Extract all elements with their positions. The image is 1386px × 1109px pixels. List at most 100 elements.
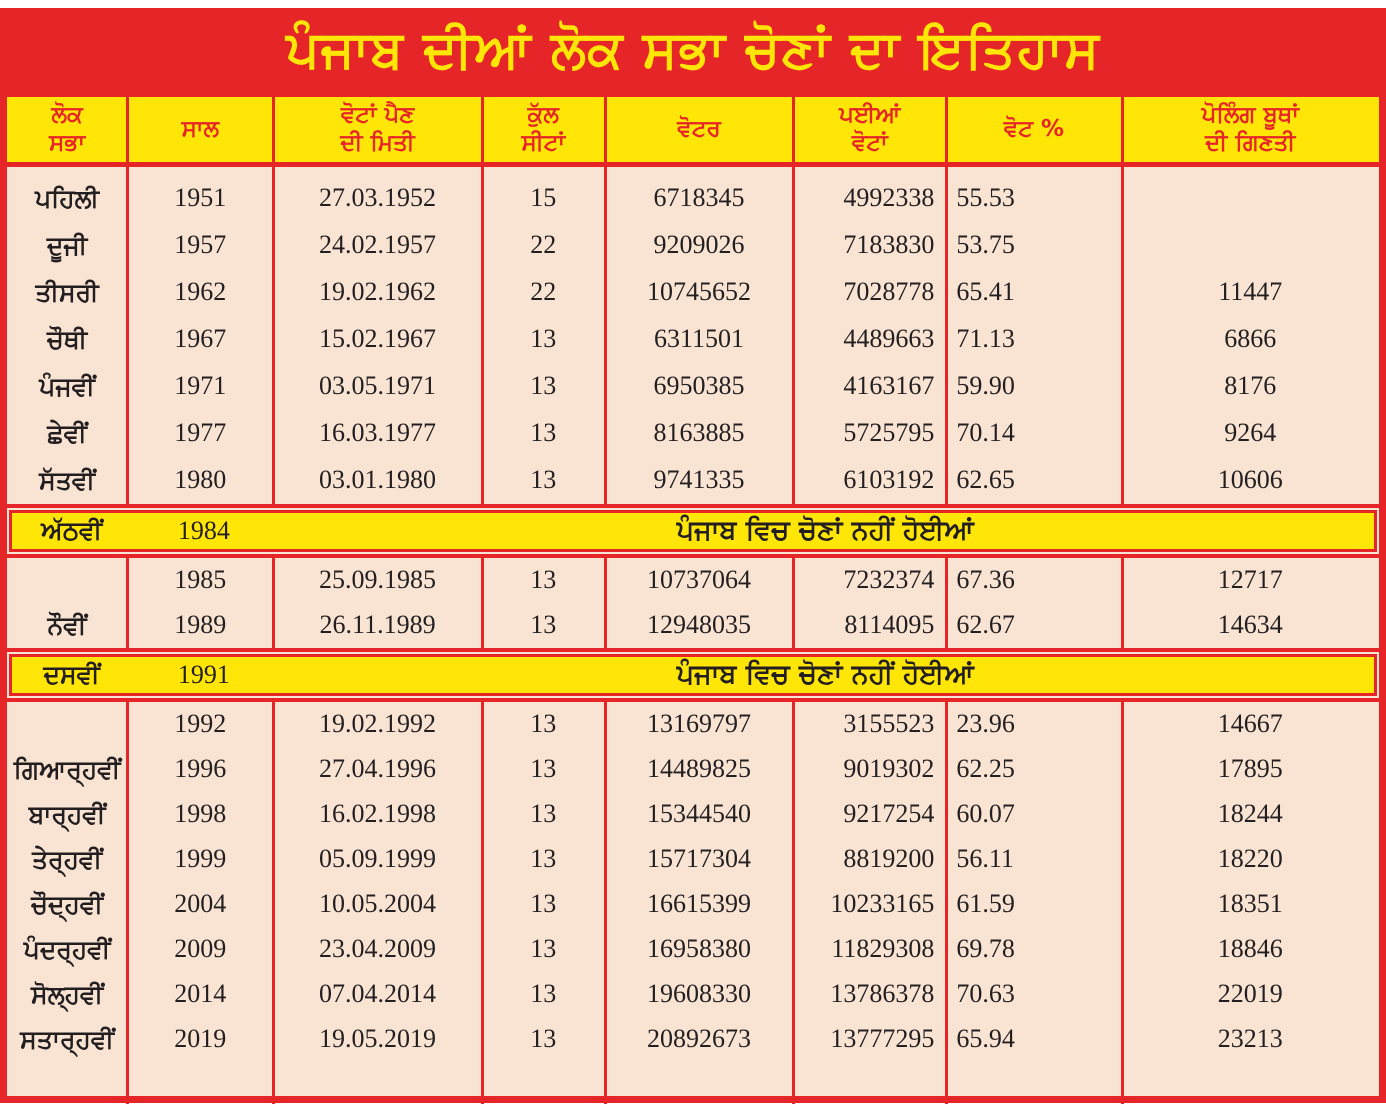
cell-vote-pct: 65.94 [956, 1024, 1015, 1054]
no-election-banner-strip: ਅੱਠਵੀਂ 1984 ਪੰਜਾਬ ਵਿਚ ਚੋਣਾਂ ਨਹੀਂ ਹੋਈਆਂ [9, 510, 1377, 552]
column-divider [792, 167, 796, 504]
cell-vote-pct: 65.41 [956, 277, 1015, 307]
cell-lok-sabha: ਚੌਦ੍ਹਵੀਂ [31, 889, 104, 919]
cell-lok-sabha: ਸੱਤਵੀਂ [39, 465, 95, 495]
cell-date: 19.02.1962 [319, 277, 437, 307]
cell-lok-sabha: ਪੰਦਰ੍ਹਵੀਂ [23, 934, 111, 964]
cell-booths: 23213 [1217, 1024, 1283, 1054]
table-row: 1985 25.09.1985 13 10737064 7232374 67.36 1271… [7, 558, 1379, 603]
cell-date: 16.03.1977 [319, 418, 437, 448]
column-divider [272, 97, 276, 162]
cell-votes-polled: 8114095 [844, 610, 935, 640]
cell-vote-pct: 62.65 [956, 465, 1015, 495]
cell-year: 1977 [174, 418, 227, 448]
cell-lok-sabha: ਤੀਸਰੀ [35, 277, 99, 307]
cell-votes-polled: 4992338 [843, 183, 935, 213]
cell-votes-polled: 9217254 [843, 799, 935, 829]
cell-year: 1992 [174, 709, 227, 739]
cell-year: 2009 [174, 934, 227, 964]
cell-voters: 16615399 [647, 889, 751, 919]
table-row: ਪੰਦਰ੍ਹਵੀਂ 2009 23.04.2009 13 16958380 1182930… [7, 927, 1379, 972]
column-divider [480, 558, 484, 648]
cell-lok-sabha: ਪੰਜਵੀਂ [39, 371, 95, 401]
cell-votes-polled: 11829308 [831, 934, 935, 964]
cell-lok-sabha: ਨੌਵੀਂ [47, 610, 87, 640]
column-divider [945, 167, 949, 504]
cell-seats: 13 [530, 889, 557, 919]
column-divider [603, 702, 607, 1104]
cell-booths: 10606 [1217, 465, 1283, 495]
cell-votes-polled: 13786378 [830, 979, 935, 1009]
table-row: ਦੂਜੀ 1957 24.02.1957 22 9209026 7183830 53.75 [7, 222, 1379, 269]
cell-voters: 19608330 [647, 979, 751, 1009]
cell-vote-pct: 55.53 [956, 183, 1015, 213]
column-divider [272, 702, 276, 1104]
cell-seats: 13 [530, 465, 557, 495]
cell-date: 25.09.1985 [319, 565, 437, 595]
banner-lok-sabha: ਅੱਠਵੀਂ [41, 516, 103, 545]
cell-booths: 17895 [1217, 754, 1283, 784]
column-divider [945, 97, 949, 162]
cell-booths: 6866 [1224, 324, 1277, 354]
cell-voters: 6950385 [653, 371, 745, 401]
banner-message: ਪੰਜਾਬ ਵਿਚ ਚੋਣਾਂ ਨਹੀਂ ਹੋਈਆਂ [676, 659, 974, 690]
cell-votes-polled: 5725795 [843, 418, 935, 448]
cell-year: 1971 [174, 371, 227, 401]
column-divider [945, 702, 949, 1104]
cell-seats: 13 [530, 799, 557, 829]
cell-vote-pct: 61.59 [956, 889, 1015, 919]
column-divider [1120, 97, 1124, 162]
table-row: ਤੇਰ੍ਹਵੀਂ 1999 05.09.1999 13 15717304 8819200 5… [7, 837, 1379, 882]
column-divider [1120, 702, 1124, 1104]
cell-date: 10.05.2004 [319, 889, 437, 919]
table-row: ਚੌਥੀ 1967 15.02.1967 13 6311501 4489663 71.13 6… [7, 316, 1379, 363]
cell-voters: 13169797 [647, 709, 751, 739]
cell-votes-polled: 3155523 [843, 709, 935, 739]
cell-date: 26.11.1989 [319, 610, 436, 640]
cell-year: 1989 [174, 610, 227, 640]
cell-seats: 22 [530, 277, 557, 307]
cell-voters: 10737064 [647, 565, 751, 595]
column-header-lok-sabha: ਲੋਕ ਸਭਾ [49, 101, 86, 156]
cell-date: 24.02.1957 [319, 230, 437, 260]
cell-voters: 15344540 [647, 799, 751, 829]
cell-seats: 13 [530, 754, 557, 784]
cell-date: 19.05.2019 [319, 1024, 437, 1054]
cell-year: 1951 [174, 183, 227, 213]
column-divider [126, 167, 130, 504]
cell-date: 05.09.1999 [319, 844, 437, 874]
cell-voters: 9209026 [653, 230, 745, 260]
column-header-booths: ਪੋਲਿੰਗ ਬੂਥਾਂ ਦੀ ਗਿਣਤੀ [1201, 101, 1299, 156]
table-row: ਤੀਸਰੀ 1962 19.02.1962 22 10745652 7028778 65.4… [7, 269, 1379, 316]
cell-voters: 6311501 [653, 324, 745, 354]
table-row: ਸੱਤਵੀਂ 1980 03.01.1980 13 9741335 6103192 62.6… [7, 457, 1379, 504]
cell-year: 2014 [174, 979, 227, 1009]
column-divider [126, 97, 130, 162]
cell-voters: 20892673 [647, 1024, 751, 1054]
cell-year: 1996 [174, 754, 227, 784]
no-election-banner: ਅੱਠਵੀਂ 1984 ਪੰਜਾਬ ਵਿਚ ਚੋਣਾਂ ਨਹੀਂ ਹੋਈਆਂ [7, 504, 1379, 558]
table-row: ਨੌਵੀਂ 1989 26.11.1989 13 12948035 8114095 62.6… [7, 603, 1379, 648]
cell-vote-pct: 59.90 [956, 371, 1015, 401]
cell-booths: 18244 [1217, 799, 1283, 829]
cell-seats: 15 [530, 183, 557, 213]
cell-votes-polled: 13777295 [830, 1024, 935, 1054]
cell-seats: 22 [530, 230, 557, 260]
table-row: ਪਹਿਲੀ 1951 27.03.1952 15 6718345 4992338 55.53 [7, 175, 1379, 222]
cell-voters: 6718345 [653, 183, 745, 213]
page-title: ਪੰਜਾਬ ਦੀਆਂ ਲੋਕ ਸਭਾ ਚੋਣਾਂ ਦਾ ਇਤਿਹਾਸ [286, 20, 1100, 80]
cell-lok-sabha: ਪਹਿਲੀ [35, 183, 100, 213]
no-election-banner: ਦਸਵੀਂ 1991 ਪੰਜਾਬ ਵਿਚ ਚੋਣਾਂ ਨਹੀਂ ਹੋਈਆਂ [7, 648, 1379, 702]
cell-date: 03.05.1971 [319, 371, 437, 401]
table-row: ਸੋਲ੍ਹਵੀਂ 2014 07.04.2014 13 19608330 13786378… [7, 972, 1379, 1017]
cell-booths: 12717 [1217, 565, 1283, 595]
column-divider [272, 167, 276, 504]
column-header-voters: ਵੋਟਰ [677, 115, 721, 142]
cell-seats: 13 [530, 844, 557, 874]
cell-lok-sabha: ਗਿਆਰ੍ਹਵੀਂ [13, 754, 121, 784]
cell-voters: 9741335 [653, 465, 745, 495]
cell-votes-polled: 7232374 [843, 565, 935, 595]
cell-votes-polled: 6103192 [843, 465, 935, 495]
column-divider [792, 558, 796, 648]
